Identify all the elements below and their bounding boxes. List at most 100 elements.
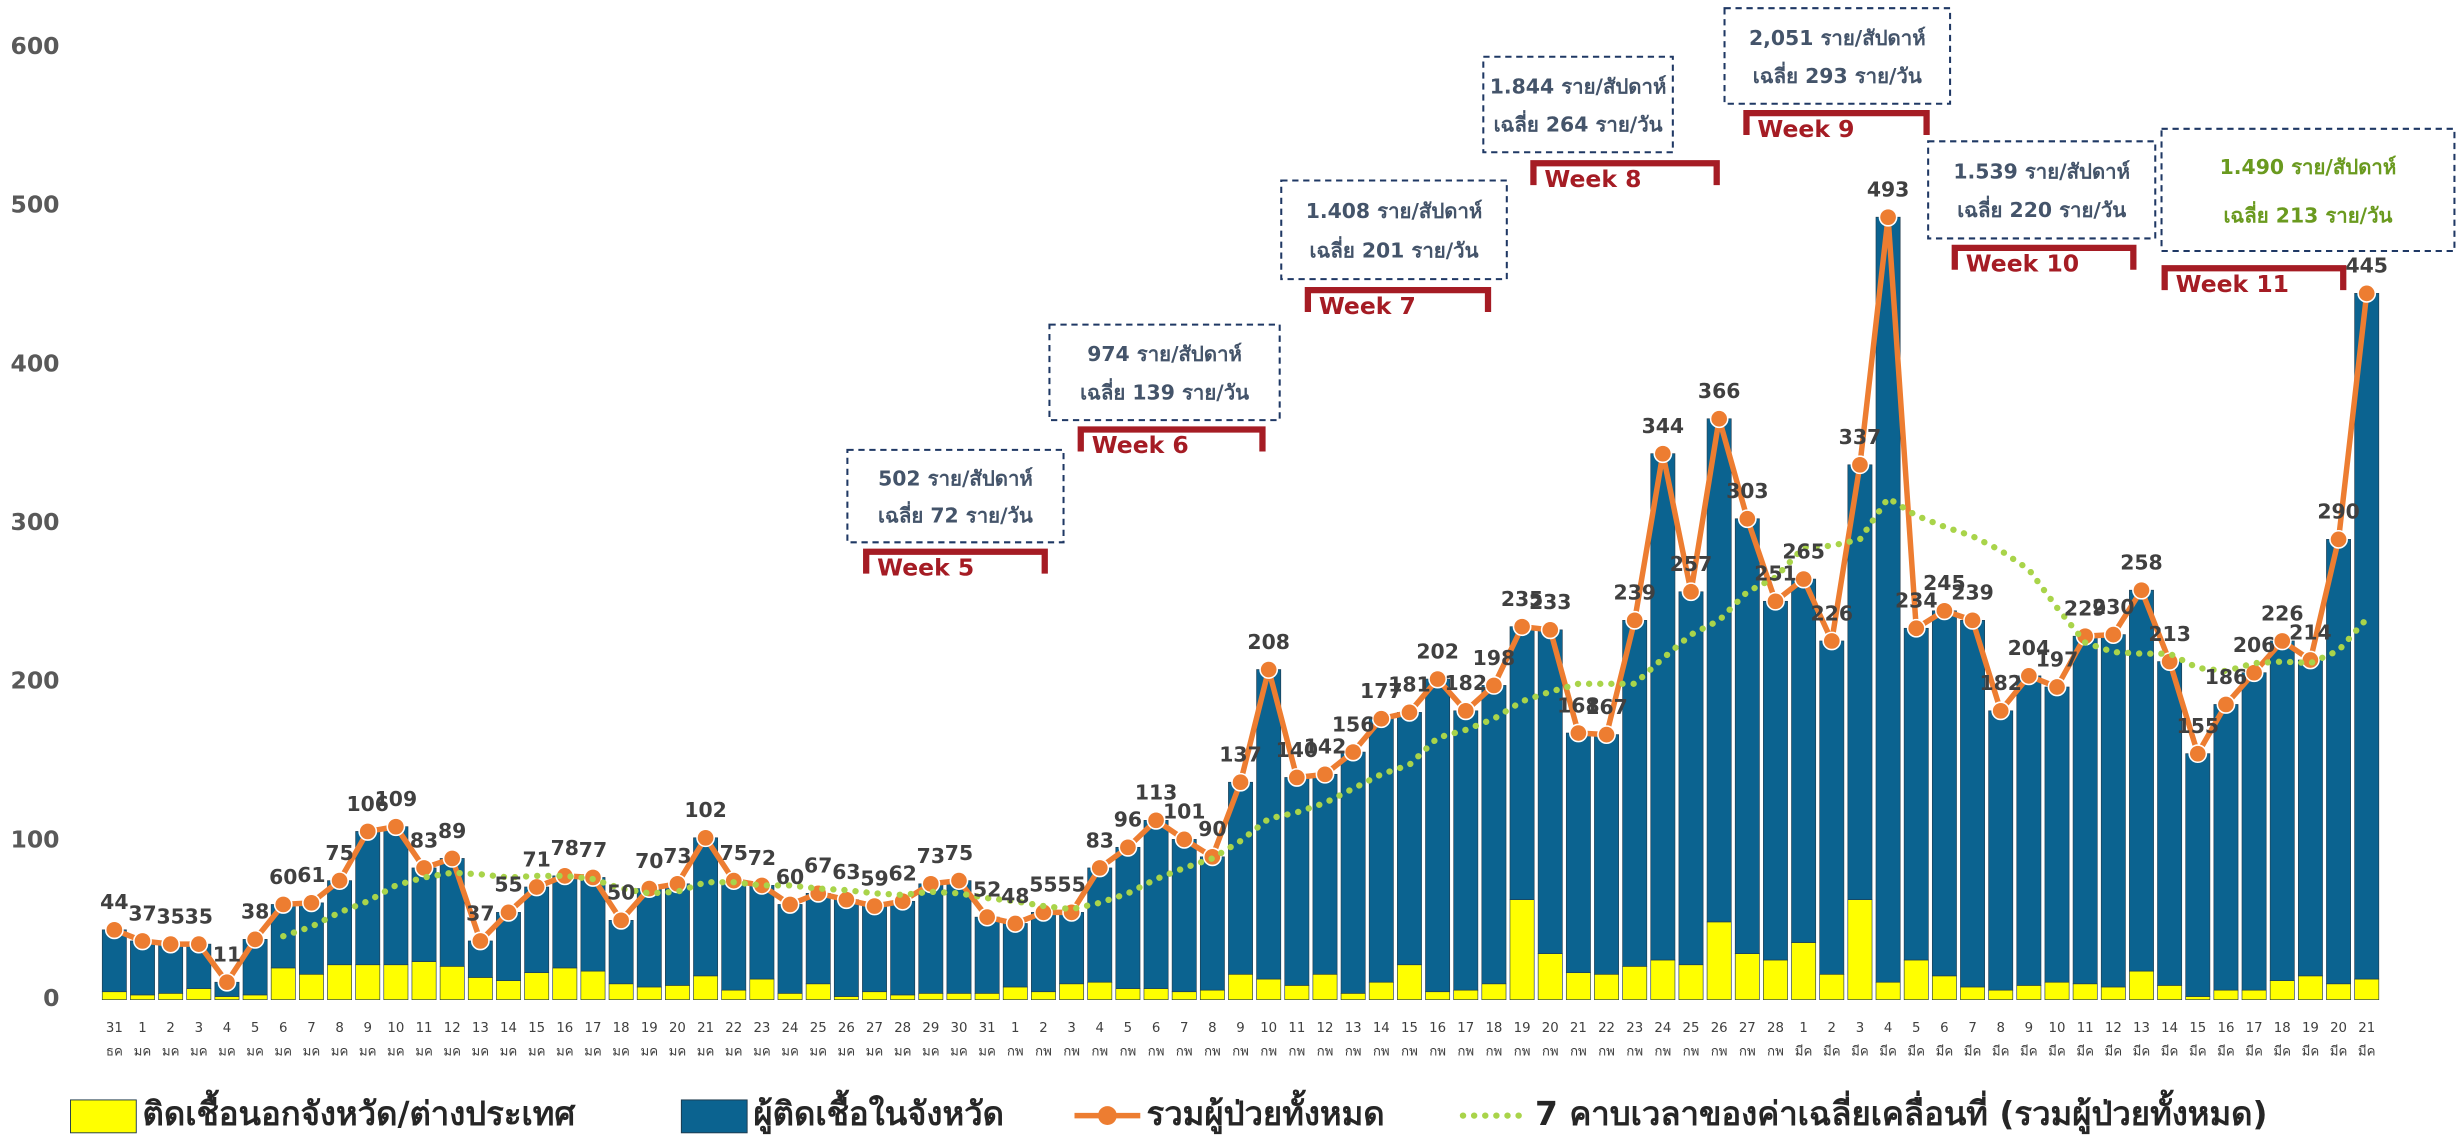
- x-tick-month: มีค: [2189, 1043, 2207, 1059]
- x-tick-label: 30: [951, 1021, 968, 1036]
- total-point: [949, 871, 969, 891]
- bar: [1678, 964, 1704, 1000]
- x-tick-month: กพ: [1514, 1044, 1531, 1059]
- total-point: [1906, 618, 1926, 638]
- total-point: [1287, 768, 1307, 787]
- data-label: 239: [1951, 581, 1994, 605]
- bar: [1087, 981, 1113, 1000]
- x-tick-label: 2: [1828, 1021, 1836, 1036]
- legend-label: ผู้ติดเชื้อในจังหวัด: [753, 1089, 1004, 1135]
- x-tick-month: กพ: [1288, 1044, 1305, 1059]
- x-tick-label: 21: [1570, 1021, 1587, 1036]
- bar: [721, 880, 747, 991]
- total-point: [1343, 742, 1363, 762]
- bar: [524, 972, 550, 1000]
- bar: [721, 989, 747, 1000]
- bar: [1425, 991, 1451, 1000]
- x-tick-label: 7: [307, 1021, 315, 1036]
- x-tick-label: 5: [251, 1021, 259, 1036]
- bar: [636, 986, 662, 1000]
- data-label: 73: [663, 844, 691, 868]
- x-tick-month: มีค: [1851, 1043, 1869, 1059]
- data-label: 167: [1585, 695, 1628, 719]
- bar: [1453, 989, 1479, 1000]
- legend-label: ติดเชื้อนอกจังหวัด/ต่างประเทศ: [143, 1089, 577, 1133]
- data-label: 60: [776, 865, 804, 889]
- x-tick-label: 31: [979, 1021, 996, 1036]
- bar: [186, 988, 212, 1000]
- x-tick-label: 27: [1739, 1021, 1756, 1036]
- bar: [749, 978, 775, 1000]
- bar: [1397, 964, 1422, 1000]
- bar: [1143, 988, 1169, 1000]
- bar: [946, 880, 972, 994]
- x-tick-label: 20: [1542, 1021, 1559, 1036]
- x-tick-label: 2: [1039, 1021, 1047, 1036]
- total-point: [1090, 858, 1110, 878]
- bar: [693, 837, 719, 977]
- data-label: 197: [2036, 647, 2078, 671]
- x-tick-month: กพ: [1626, 1044, 1643, 1059]
- bar: [2044, 686, 2070, 983]
- data-label: 137: [1219, 743, 1262, 767]
- annotation-text: 1.490 ราย/สัปดาห์: [2220, 155, 2397, 179]
- data-label: 48: [1001, 884, 1029, 908]
- bar: [2326, 983, 2351, 1000]
- total-point: [273, 895, 293, 914]
- data-label: 265: [1782, 539, 1825, 563]
- x-tick-label: 19: [641, 1021, 658, 1036]
- x-tick-month: กพ: [1767, 1044, 1784, 1059]
- x-tick-label: 11: [2077, 1021, 2094, 1036]
- bar: [2072, 635, 2098, 985]
- data-label: 337: [1839, 425, 1882, 449]
- total-point: [245, 929, 265, 949]
- annotation-text: 502 ราย/สัปดาห์: [878, 466, 1033, 490]
- bar: [1228, 973, 1253, 1000]
- x-tick-label: 28: [894, 1021, 911, 1036]
- total-point: [611, 910, 631, 930]
- x-tick-month: มีค: [1907, 1043, 1925, 1059]
- total-point: [2019, 666, 2039, 686]
- data-label: 109: [375, 787, 418, 811]
- x-tick-label: 7: [1180, 1021, 1188, 1036]
- y-tick-label: 200: [10, 667, 59, 695]
- annotation-box: [846, 448, 1065, 544]
- x-tick-month: กพ: [1373, 1044, 1390, 1059]
- bar: [1988, 710, 2014, 991]
- x-tick-month: กพ: [1486, 1044, 1503, 1059]
- week-label: Week 11: [2176, 270, 2289, 298]
- annotation-text: เฉลี่ย 201 ราย/วัน: [1310, 236, 1479, 263]
- x-tick-label: 20: [2330, 1021, 2347, 1036]
- x-tick-month: มค: [584, 1044, 602, 1059]
- x-tick-month: มค: [809, 1044, 827, 1059]
- total-point: [977, 907, 997, 927]
- data-label: 234: [1895, 589, 1938, 613]
- data-label: 257: [1670, 552, 1713, 576]
- bar: [130, 994, 155, 1000]
- bar: [2185, 753, 2211, 997]
- data-label: 181: [1388, 673, 1431, 697]
- bar: [1537, 629, 1563, 954]
- x-tick-label: 15: [1401, 1021, 1418, 1036]
- x-tick-month: กพ: [1739, 1044, 1756, 1059]
- x-tick-month: มค: [556, 1044, 574, 1059]
- total-point: [1005, 914, 1025, 933]
- x-tick-month: มค: [866, 1044, 884, 1059]
- bar: [833, 899, 859, 997]
- data-label: 71: [522, 847, 550, 871]
- bar: [214, 996, 240, 1000]
- bar: [946, 993, 972, 1000]
- bar: [1368, 718, 1394, 983]
- y-tick-label: 600: [10, 32, 59, 60]
- total-point: [1512, 617, 1532, 637]
- x-tick-month: กพ: [1683, 1044, 1700, 1059]
- bar: [1903, 627, 1929, 961]
- bar: [327, 880, 352, 966]
- x-tick-month: มค: [922, 1044, 940, 1059]
- x-tick-label: 11: [416, 1021, 433, 1036]
- x-tick-label: 1: [138, 1021, 146, 1036]
- bar: [242, 994, 268, 1000]
- x-tick-month: มีค: [2104, 1043, 2122, 1059]
- data-label: 59: [860, 866, 888, 890]
